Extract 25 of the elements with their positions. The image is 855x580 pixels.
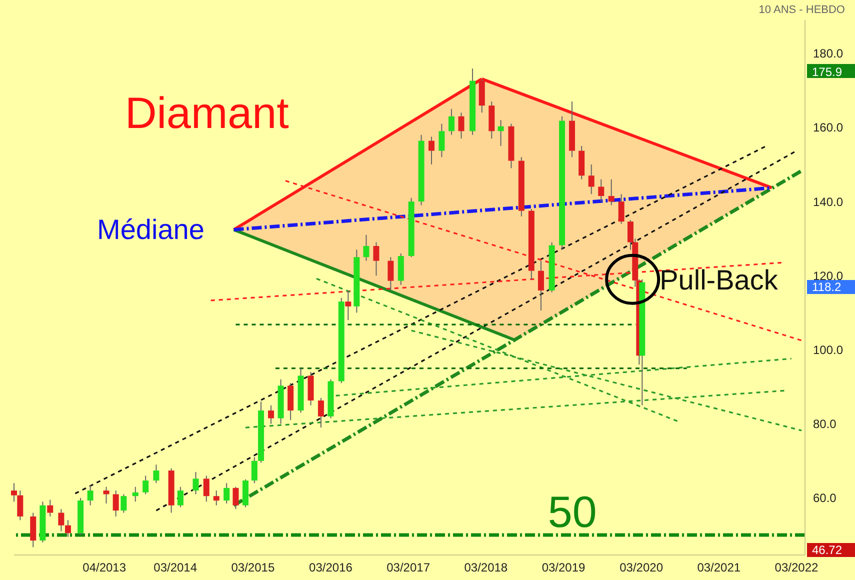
text: 10 ANS - HEBDO	[758, 4, 846, 16]
x-tick-label: 03/2018	[464, 560, 508, 575]
x-tick-label: 03/2022	[774, 560, 819, 575]
x-tick-label: 03/2016	[309, 560, 353, 575]
annotation: Médiane	[97, 214, 204, 245]
y-tick-label: 140.0	[813, 194, 844, 209]
annotation: Diamant	[125, 89, 289, 138]
ref-line-label: 50	[548, 488, 597, 537]
x-tick-label: 03/2020	[620, 560, 664, 575]
text: 46.72	[812, 543, 842, 557]
y-tick-label: 180.0	[813, 46, 844, 61]
y-tick-label: 80.0	[813, 417, 837, 432]
x-tick-label: 03/2021	[697, 560, 741, 575]
x-tick-label: 04/2013	[82, 560, 126, 575]
text: 175.9	[812, 65, 842, 79]
y-tick-label: 100.0	[813, 343, 844, 358]
y-tick-label: 60.0	[813, 491, 837, 506]
y-tick-label: 120.0	[813, 268, 844, 283]
text: 118.2	[812, 280, 842, 294]
y-tick-label: 160.0	[813, 120, 844, 135]
x-tick-label: 03/2015	[231, 560, 275, 575]
x-tick-label: 03/2017	[386, 560, 430, 575]
annotation: Pull-Back	[660, 264, 779, 296]
x-tick-label: 03/2014	[154, 560, 198, 575]
x-tick-label: 03/2019	[542, 560, 586, 575]
